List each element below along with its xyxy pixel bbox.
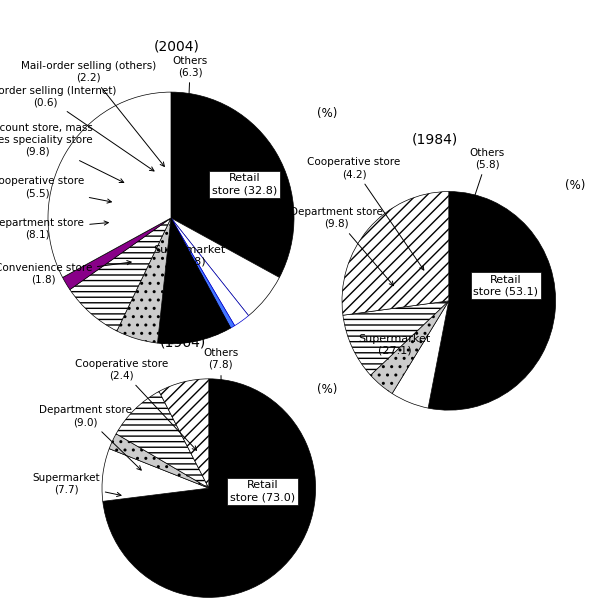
Wedge shape — [116, 391, 209, 488]
Text: Department store
(8.1): Department store (8.1) — [0, 218, 109, 240]
Wedge shape — [117, 218, 171, 343]
Text: Department store
(9.0): Department store (9.0) — [40, 405, 141, 470]
Text: Retail
store (73.0): Retail store (73.0) — [230, 480, 295, 502]
Wedge shape — [62, 218, 171, 290]
Wedge shape — [109, 433, 209, 488]
Text: Mail-order selling (Internet)
(0.6): Mail-order selling (Internet) (0.6) — [0, 85, 154, 171]
Text: Cooperative store
(4.2): Cooperative store (4.2) — [307, 157, 424, 270]
Text: (2004): (2004) — [154, 39, 200, 53]
Text: (%): (%) — [565, 179, 585, 192]
Wedge shape — [157, 218, 230, 344]
Text: Cooperative store
(5.5): Cooperative store (5.5) — [0, 176, 112, 203]
Text: (1984): (1984) — [412, 133, 458, 147]
Wedge shape — [171, 218, 280, 316]
Text: (%): (%) — [317, 107, 337, 120]
Wedge shape — [171, 218, 248, 325]
Wedge shape — [370, 301, 449, 394]
Wedge shape — [392, 301, 449, 408]
Text: Supermarket
(7.7): Supermarket (7.7) — [32, 473, 121, 497]
Text: Retail
store (53.1): Retail store (53.1) — [473, 274, 538, 297]
Wedge shape — [171, 218, 235, 328]
Wedge shape — [428, 192, 556, 410]
Text: Convenience store
(1.8): Convenience store (1.8) — [0, 260, 131, 285]
Text: Supermarket
(32.8): Supermarket (32.8) — [153, 245, 225, 267]
Text: Mail-order selling (others)
(2.2): Mail-order selling (others) (2.2) — [21, 61, 164, 166]
Text: Others
(6.3): Others (6.3) — [173, 55, 208, 177]
Text: (1964): (1964) — [160, 336, 206, 349]
Text: (%): (%) — [317, 383, 337, 397]
Wedge shape — [103, 379, 316, 597]
Wedge shape — [171, 92, 294, 278]
Wedge shape — [343, 301, 449, 375]
Text: Retail
store (32.8): Retail store (32.8) — [212, 173, 277, 195]
Wedge shape — [159, 379, 209, 488]
Wedge shape — [70, 218, 171, 331]
Text: Others
(5.8): Others (5.8) — [451, 147, 505, 266]
Wedge shape — [102, 449, 209, 501]
Text: Discount store, mass
sales speciality store
(9.8): Discount store, mass sales speciality st… — [0, 123, 124, 182]
Text: Department store
(9.8): Department store (9.8) — [290, 207, 394, 286]
Text: Cooperative store
(2.4): Cooperative store (2.4) — [74, 359, 197, 450]
Wedge shape — [48, 92, 171, 278]
Wedge shape — [342, 192, 449, 315]
Text: Others
(7.8): Others (7.8) — [203, 348, 238, 449]
Text: Supermarket
(27.1): Supermarket (27.1) — [359, 334, 431, 356]
